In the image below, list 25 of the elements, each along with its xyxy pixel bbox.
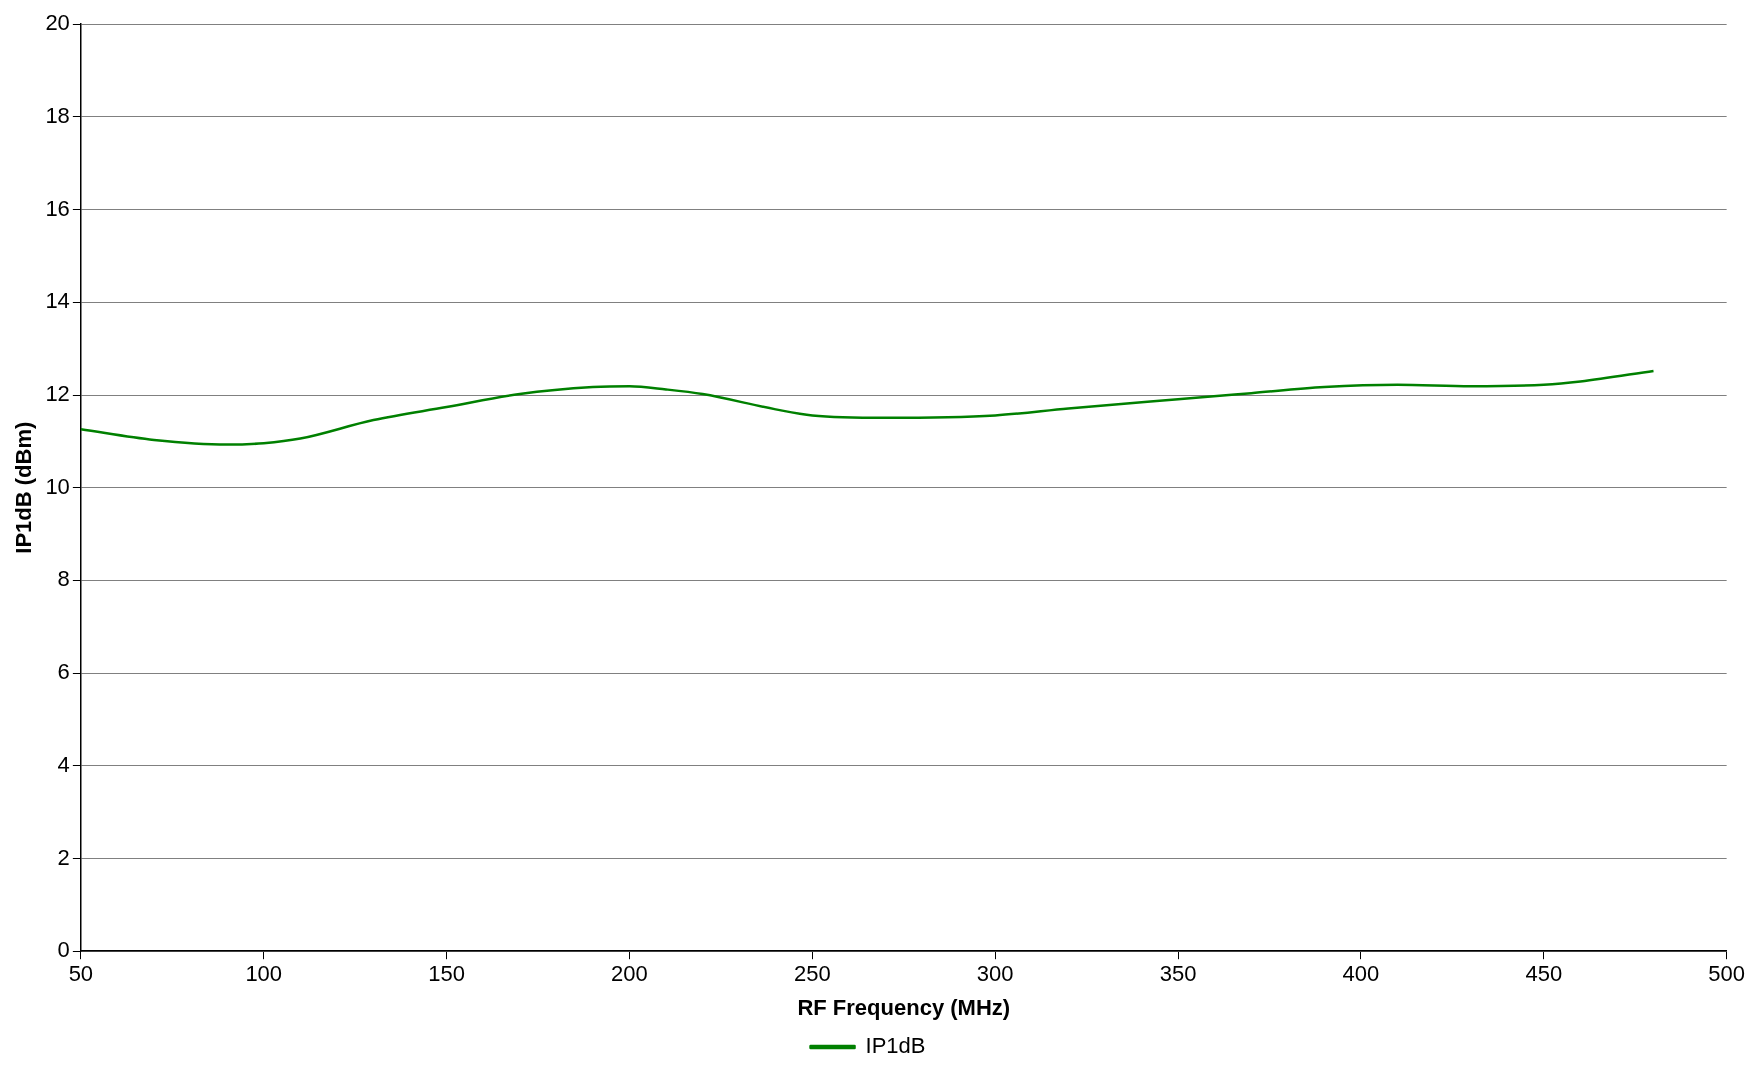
y-tick-label: 10: [45, 473, 70, 499]
y-tick-label: 0: [57, 937, 70, 963]
x-tick-label: 450: [1525, 961, 1563, 987]
line-series: [80, 369, 1655, 446]
y-tick-label: 8: [57, 566, 70, 592]
x-tick-label: 300: [976, 961, 1014, 987]
legend-label: IP1dB: [865, 1033, 926, 1059]
y-tick-label: 20: [45, 10, 70, 36]
x-tick-label: 200: [611, 961, 648, 987]
x-axis-title: RF Frequency (MHz): [797, 994, 1011, 1020]
x-tick-label: 400: [1342, 961, 1380, 987]
x-tick-label: 250: [793, 961, 831, 987]
y-tick-label: 18: [45, 102, 70, 128]
x-tick-label: 500: [1708, 961, 1746, 987]
y-tick-label: 14: [45, 288, 70, 314]
x-tick-label: 100: [245, 961, 283, 987]
y-tick-label: 6: [57, 659, 70, 685]
x-tick-label: 50: [68, 961, 94, 987]
x-tick-label: 150: [428, 961, 465, 987]
y-axis-title: IP1dB (dBm): [11, 421, 37, 554]
y-tick-label: 2: [57, 844, 70, 870]
y-tick-label: 16: [45, 195, 70, 221]
y-tick-label: 12: [45, 381, 70, 407]
y-tick-label: 4: [57, 751, 70, 777]
x-tick-label: 350: [1159, 961, 1197, 987]
